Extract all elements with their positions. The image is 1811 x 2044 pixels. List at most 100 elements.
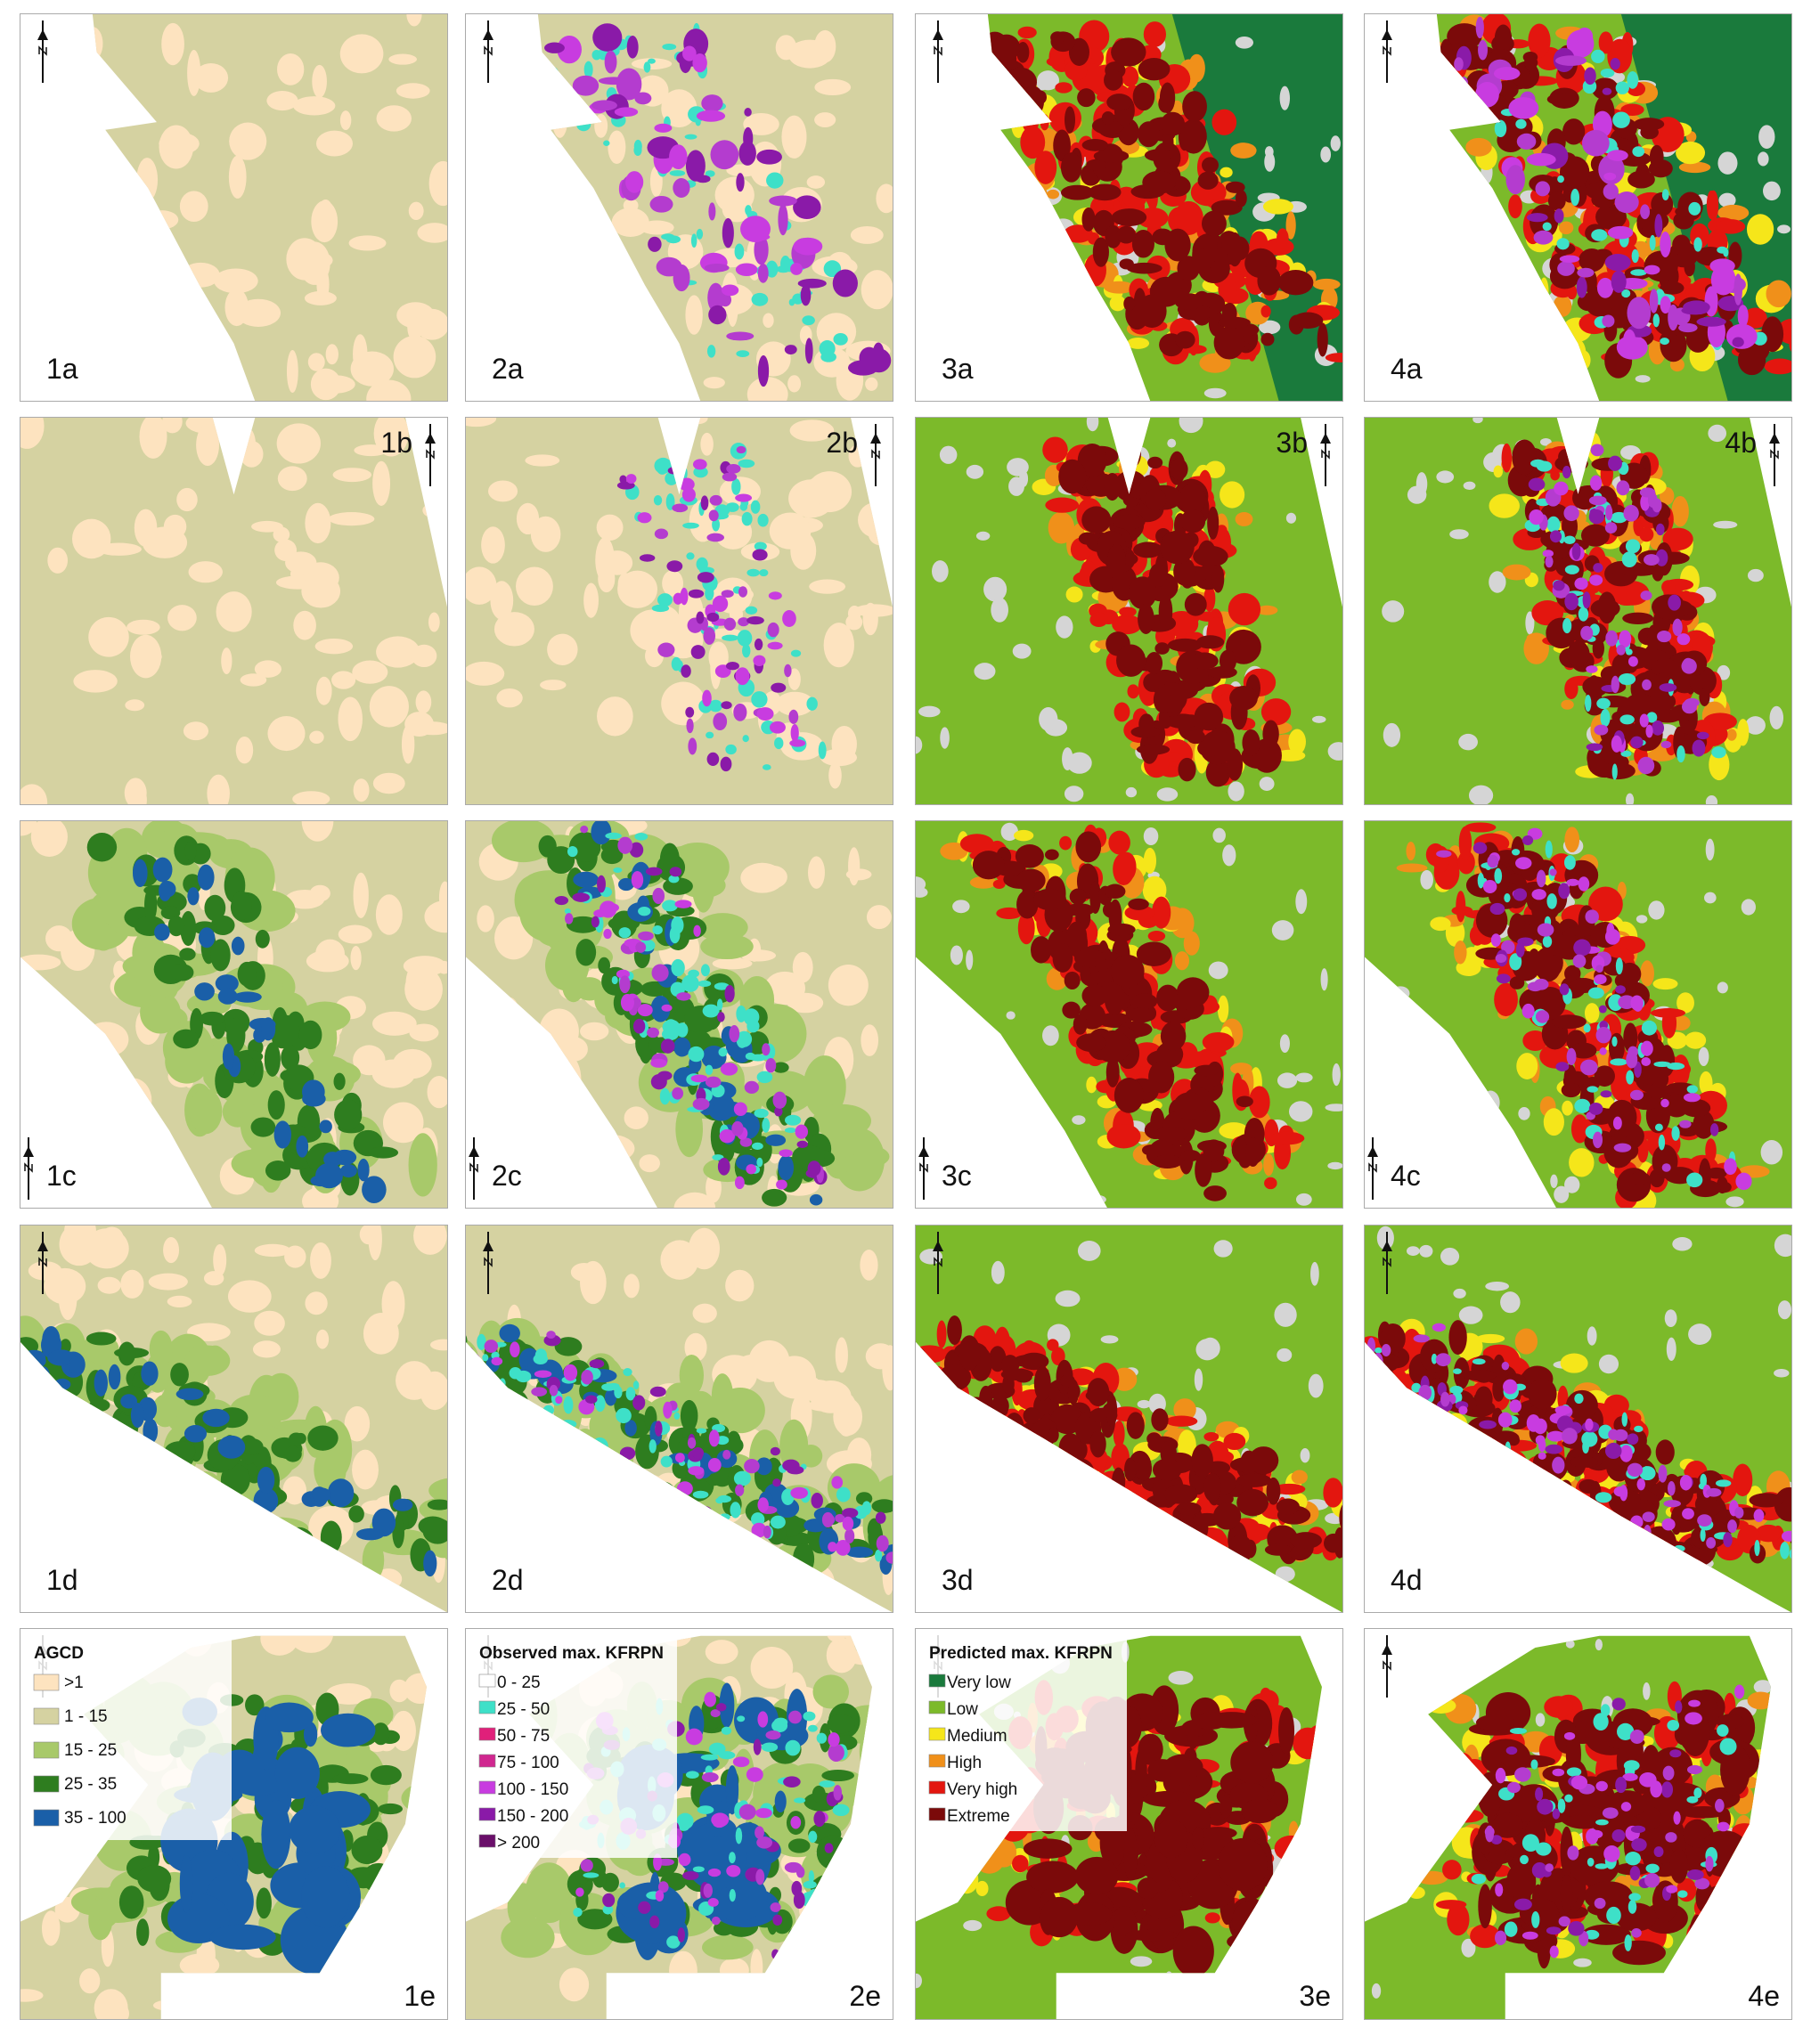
map-patch bbox=[1381, 1343, 1391, 1357]
map-patch bbox=[362, 1176, 387, 1204]
map-patch bbox=[1563, 855, 1576, 870]
map-patch bbox=[1501, 443, 1513, 473]
map-patch bbox=[359, 1225, 378, 1245]
map-patch bbox=[1655, 1439, 1675, 1465]
map-patch bbox=[348, 235, 387, 251]
map-patch bbox=[1259, 320, 1281, 335]
north-arrow-n bbox=[426, 449, 435, 460]
map-patch bbox=[1709, 1123, 1719, 1136]
map-patch bbox=[1507, 1434, 1521, 1446]
map-patch bbox=[1494, 982, 1518, 1017]
map-patch bbox=[353, 872, 369, 918]
map-patch bbox=[1288, 1101, 1313, 1122]
map-patch bbox=[696, 110, 726, 122]
map-patch bbox=[623, 1367, 632, 1377]
map-panel: 2b bbox=[465, 417, 893, 805]
map-patch bbox=[217, 988, 238, 1005]
map-patch bbox=[772, 1062, 789, 1073]
map-patch bbox=[648, 236, 662, 252]
map-patch bbox=[355, 1527, 385, 1541]
map-patch bbox=[1686, 1172, 1703, 1188]
map-panel: 3a bbox=[915, 13, 1343, 402]
map-patch bbox=[214, 268, 258, 294]
map-patch bbox=[1217, 995, 1229, 1023]
map-patch bbox=[1396, 863, 1428, 873]
map-patch bbox=[1627, 1433, 1639, 1445]
map-patch bbox=[1684, 1466, 1696, 1478]
north-arrow-n bbox=[934, 45, 942, 56]
map-patch bbox=[1089, 1430, 1106, 1458]
map-patch bbox=[1596, 697, 1611, 710]
map-patch bbox=[1654, 1123, 1663, 1131]
map-patch bbox=[1688, 201, 1701, 216]
map-patch bbox=[1208, 961, 1228, 980]
map-patch bbox=[966, 949, 974, 971]
map-patch bbox=[738, 586, 748, 598]
map-patch bbox=[754, 638, 763, 651]
map-patch bbox=[1127, 684, 1139, 699]
north-arrow-n bbox=[24, 1162, 33, 1173]
map-patch bbox=[671, 958, 685, 977]
map-patch bbox=[170, 964, 194, 981]
map-patch bbox=[804, 338, 813, 364]
map-patch bbox=[1600, 761, 1636, 780]
map-patch bbox=[625, 1387, 636, 1401]
map-patch bbox=[516, 502, 540, 535]
map-patch bbox=[1492, 1354, 1506, 1386]
map-patch bbox=[1135, 1457, 1152, 1481]
map-patch bbox=[20, 417, 45, 449]
north-arrow-head bbox=[483, 29, 494, 40]
map-patch bbox=[991, 1260, 1005, 1284]
map-patch bbox=[1700, 1528, 1706, 1543]
map-patch bbox=[1623, 1022, 1638, 1054]
map-patch bbox=[1587, 987, 1604, 999]
map-patch bbox=[1658, 1134, 1666, 1151]
map-patch bbox=[690, 1074, 708, 1083]
map-patch bbox=[674, 900, 692, 908]
map-patch bbox=[735, 1484, 745, 1496]
map-patch bbox=[1508, 97, 1539, 119]
map-patch bbox=[638, 906, 651, 916]
map-patch bbox=[1106, 94, 1132, 111]
map-patch bbox=[1257, 265, 1282, 296]
map-patch bbox=[738, 459, 755, 468]
map-patch bbox=[1143, 847, 1157, 875]
map-patch bbox=[1672, 1236, 1693, 1251]
map-patch bbox=[58, 1274, 77, 1321]
land-patch bbox=[1620, 13, 1792, 402]
map-patch bbox=[1526, 213, 1548, 223]
map-patch bbox=[738, 617, 750, 627]
map-patch bbox=[1325, 353, 1343, 362]
map-patch bbox=[823, 623, 854, 668]
map-patch bbox=[1477, 872, 1485, 889]
map-patch bbox=[216, 591, 252, 632]
map-patch bbox=[350, 946, 362, 971]
map-patch bbox=[1086, 1076, 1097, 1094]
map-patch bbox=[680, 1399, 698, 1432]
map-patch bbox=[1212, 1502, 1242, 1530]
map-patch bbox=[0, 1370, 14, 1408]
map-patch bbox=[1562, 1428, 1578, 1445]
map-patch bbox=[1295, 1193, 1312, 1206]
map-patch bbox=[1735, 1172, 1752, 1191]
map-patch bbox=[200, 1011, 225, 1026]
map-patch bbox=[756, 1071, 773, 1084]
map-patch bbox=[1202, 210, 1227, 237]
map-patch bbox=[1101, 110, 1114, 126]
map-patch bbox=[603, 140, 610, 146]
map-patch bbox=[1241, 1523, 1272, 1542]
map-patch bbox=[939, 445, 958, 464]
map-patch bbox=[725, 1269, 755, 1302]
map-patch bbox=[1159, 82, 1176, 114]
map-patch bbox=[1561, 699, 1574, 710]
map-patch bbox=[572, 892, 590, 902]
map-patch bbox=[1789, 1547, 1792, 1561]
map-patch bbox=[1203, 387, 1227, 399]
map-patch bbox=[776, 1179, 787, 1190]
map-patch bbox=[589, 1359, 605, 1369]
map-patch bbox=[1066, 921, 1088, 953]
map-patch bbox=[1218, 275, 1237, 303]
map-patch bbox=[1109, 295, 1126, 312]
map-patch bbox=[1183, 931, 1200, 956]
